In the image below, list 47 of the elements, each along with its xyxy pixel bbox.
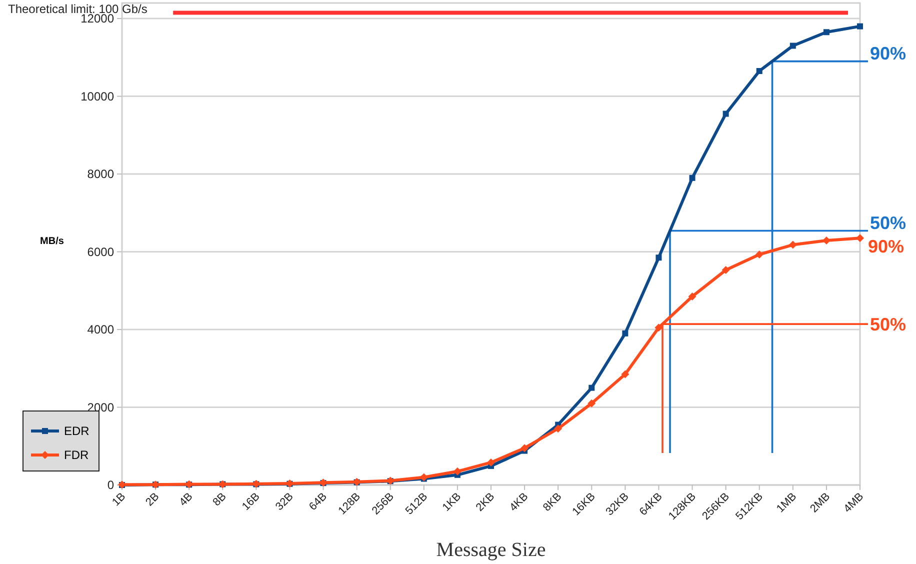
- x-axis-title: Message Size: [436, 539, 546, 561]
- x-tick-label: 4B: [177, 490, 196, 509]
- x-tick-label: 1B: [110, 490, 128, 509]
- point: [790, 42, 796, 49]
- point: [656, 254, 662, 261]
- point: [788, 240, 797, 249]
- text: 90%: [868, 236, 904, 256]
- y-tick-label: 10000: [80, 89, 114, 104]
- y-tick-label: 8000: [87, 167, 114, 182]
- point: [755, 250, 764, 258]
- legend-label: EDR: [64, 424, 90, 438]
- point: [689, 174, 696, 181]
- text: 90%: [870, 44, 906, 64]
- point: [554, 424, 562, 433]
- x-tick-label: 32B: [274, 490, 296, 513]
- point: [420, 473, 428, 482]
- x-tick-label: 8B: [210, 490, 229, 509]
- point: [688, 292, 696, 300]
- x-tick-label: 2KB: [474, 490, 498, 514]
- point: [857, 23, 863, 30]
- point: [823, 29, 830, 36]
- y-tick-label: 6000: [87, 244, 114, 259]
- point: [588, 399, 596, 408]
- point: [756, 68, 762, 74]
- point: [622, 330, 628, 336]
- y-tick-label: 4000: [87, 322, 114, 337]
- point: [520, 444, 529, 452]
- point: [588, 384, 595, 391]
- point: [856, 234, 864, 242]
- x-tick-label: 1KB: [440, 490, 464, 514]
- point: [654, 324, 663, 332]
- y-tick-label: 0: [107, 478, 114, 492]
- y-axis-title: MB/s: [40, 236, 64, 247]
- x-tick-label: 16B: [240, 490, 262, 513]
- point: [621, 370, 630, 378]
- x-tick-label: 64B: [307, 490, 330, 513]
- text: 50%: [870, 213, 906, 234]
- x-tick-label: 4MB: [842, 490, 866, 516]
- text: 50%: [870, 314, 906, 334]
- x-tick-label: 4KB: [507, 490, 531, 514]
- point: [453, 467, 462, 476]
- point: [722, 110, 729, 117]
- point: [722, 266, 730, 274]
- legend-label: FDR: [64, 448, 89, 462]
- x-tick-label: 8KB: [541, 490, 564, 514]
- point: [487, 458, 495, 466]
- x-tick-label: 2B: [144, 490, 162, 509]
